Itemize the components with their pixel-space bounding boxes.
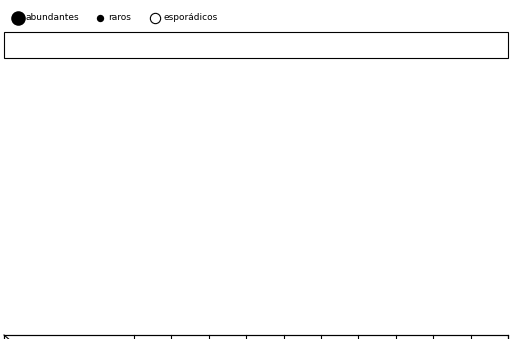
Text: raros: raros bbox=[108, 14, 131, 22]
Text: esporádicos: esporádicos bbox=[163, 14, 217, 22]
Point bbox=[14, 15, 22, 21]
Bar bbox=[4, 32, 508, 58]
Point bbox=[96, 15, 104, 21]
Text: abundantes: abundantes bbox=[26, 14, 80, 22]
Point bbox=[151, 15, 159, 21]
Bar bbox=[4, 335, 508, 339]
